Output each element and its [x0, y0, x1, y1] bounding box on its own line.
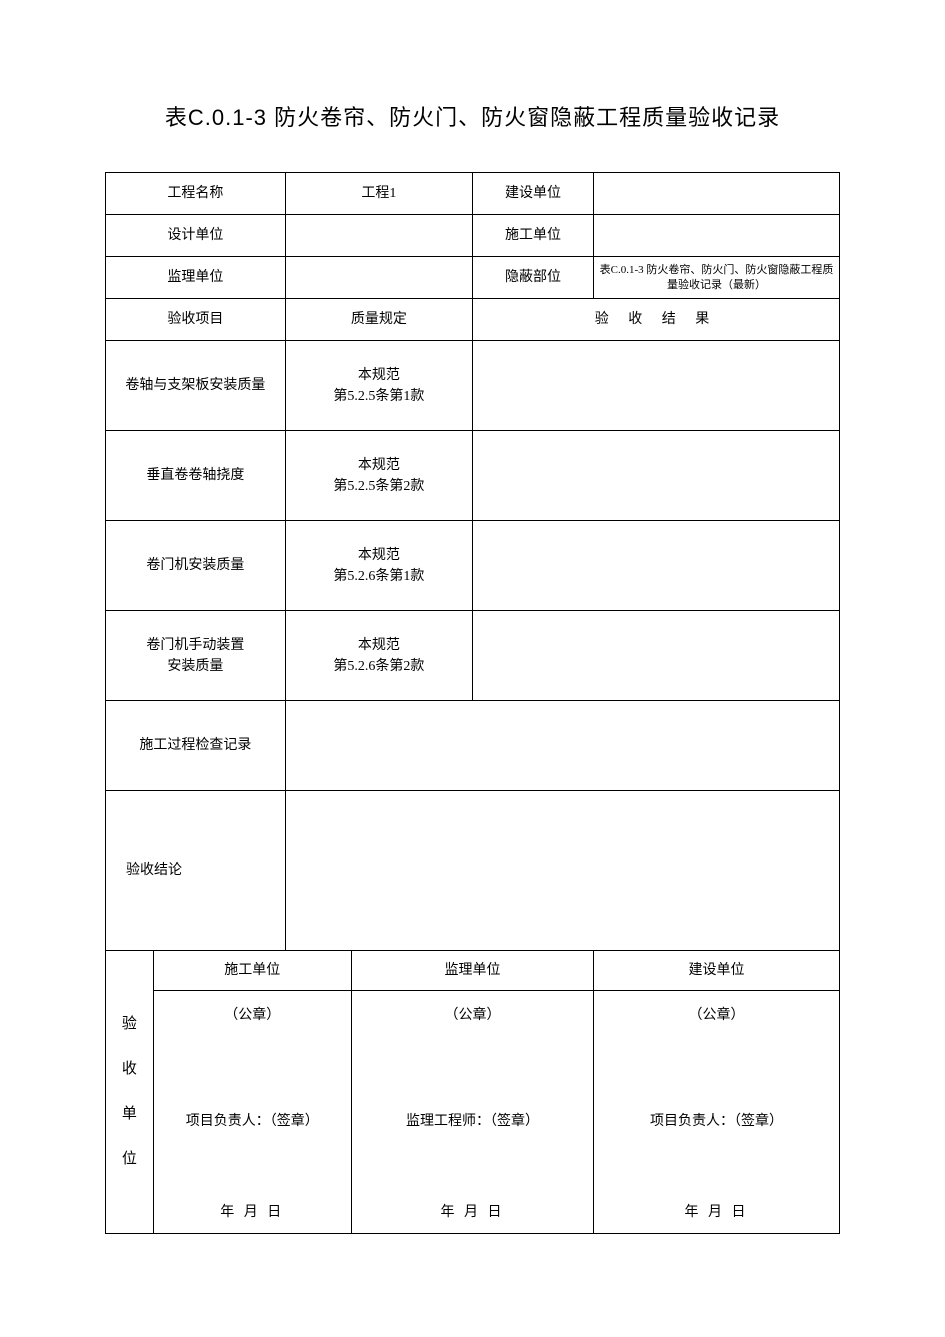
- label-contractor-unit: 施工单位: [472, 215, 593, 257]
- sig-body-construction: （公章） 项目负责人：（签章） 年 月 日: [594, 991, 840, 1234]
- sig-date: 年 月 日: [604, 1202, 829, 1223]
- col-result: 验 收 结 果: [472, 299, 839, 341]
- sig-date: 年 月 日: [362, 1202, 583, 1223]
- item-name: 卷轴与支架板安装质量: [106, 341, 286, 431]
- process-check-value: [285, 701, 839, 791]
- item-result: [472, 521, 839, 611]
- conclusion-value: [285, 791, 839, 951]
- sig-date: 年 月 日: [164, 1202, 341, 1223]
- item-result: [472, 611, 839, 701]
- item-name: 垂直卷卷轴挠度: [106, 431, 286, 521]
- item-name: 卷门机安装质量: [106, 521, 286, 611]
- seal-text: （公章）: [604, 1005, 829, 1026]
- col-inspection-item: 验收项目: [106, 299, 286, 341]
- label-construction-unit: 建设单位: [472, 173, 593, 215]
- sig-body-contractor: （公章） 项目负责人：（签章） 年 月 日: [153, 991, 351, 1234]
- sig-body-supervision: （公章） 监理工程师：（签章） 年 月 日: [351, 991, 593, 1234]
- item-result: [472, 341, 839, 431]
- value-project-name: 工程1: [285, 173, 472, 215]
- sig-person: 监理工程师：（签章）: [362, 1111, 583, 1132]
- value-design-unit: [285, 215, 472, 257]
- form-title: 表C.0.1-3 防火卷帘、防火门、防火窗隐蔽工程质量验收记录: [105, 100, 840, 132]
- label-project-name: 工程名称: [106, 173, 286, 215]
- col-quality-spec: 质量规定: [285, 299, 472, 341]
- value-hidden-part: 表C.0.1-3 防火卷帘、防火门、防火窗隐蔽工程质量验收记录（最新）: [594, 257, 840, 299]
- item-spec: 本规范第5.2.6条第1款: [285, 521, 472, 611]
- acceptance-unit-label: 验收单位: [106, 951, 154, 1234]
- conclusion-label: 验收结论: [106, 791, 286, 951]
- sig-header-construction: 建设单位: [594, 951, 840, 991]
- sig-person: 项目负责人：（签章）: [164, 1111, 341, 1132]
- label-hidden-part: 隐蔽部位: [472, 257, 593, 299]
- acceptance-form-table: 工程名称 工程1 建设单位 设计单位 施工单位 监理单位 隐蔽部位 表C.0.1…: [105, 172, 840, 1234]
- item-spec: 本规范第5.2.6条第2款: [285, 611, 472, 701]
- seal-text: （公章）: [164, 1005, 341, 1026]
- seal-text: （公章）: [362, 1005, 583, 1026]
- sig-person: 项目负责人：（签章）: [604, 1111, 829, 1132]
- value-construction-unit: [594, 173, 840, 215]
- label-design-unit: 设计单位: [106, 215, 286, 257]
- item-result: [472, 431, 839, 521]
- item-spec: 本规范第5.2.5条第2款: [285, 431, 472, 521]
- sig-header-contractor: 施工单位: [153, 951, 351, 991]
- item-spec: 本规范第5.2.5条第1款: [285, 341, 472, 431]
- label-supervision-unit: 监理单位: [106, 257, 286, 299]
- sig-header-supervision: 监理单位: [351, 951, 593, 991]
- process-check-label: 施工过程检查记录: [106, 701, 286, 791]
- value-contractor-unit: [594, 215, 840, 257]
- item-name: 卷门机手动装置安装质量: [106, 611, 286, 701]
- value-supervision-unit: [285, 257, 472, 299]
